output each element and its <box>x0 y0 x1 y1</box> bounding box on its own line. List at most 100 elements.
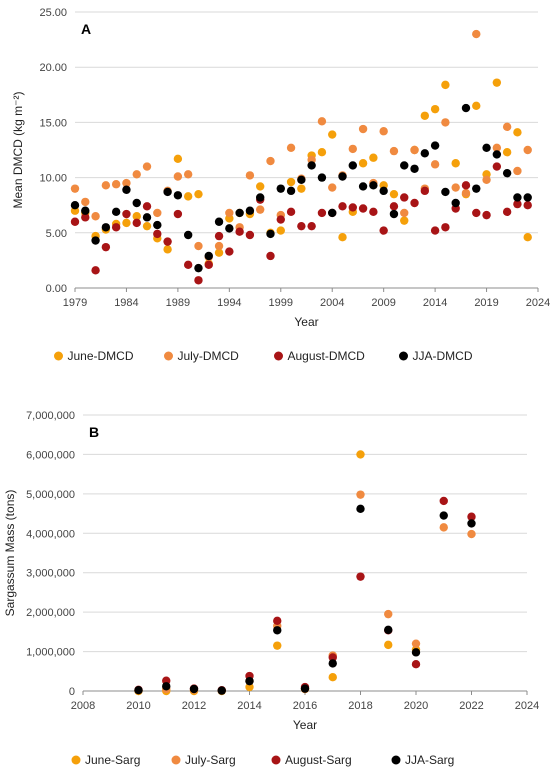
data-point <box>142 213 152 222</box>
data-point <box>461 188 471 198</box>
x-tick-label: 2022 <box>459 700 483 712</box>
data-point <box>328 208 337 218</box>
data-point <box>111 223 121 232</box>
data-point <box>384 625 393 635</box>
data-point <box>142 202 152 211</box>
y-tick-label: 6,000,000 <box>26 449 75 461</box>
data-point <box>384 640 393 650</box>
data-point <box>163 187 172 197</box>
data-point <box>183 260 193 270</box>
data-point <box>338 233 347 242</box>
data-point <box>194 276 203 285</box>
data-point <box>235 227 244 236</box>
x-axis-title: Year <box>294 315 318 329</box>
data-point <box>420 149 430 158</box>
data-point <box>173 154 183 164</box>
data-point <box>273 626 282 635</box>
legend-item: June-Sarg <box>71 753 140 767</box>
y-tick-label: 20.00 <box>39 62 67 74</box>
data-point <box>492 143 502 152</box>
data-point <box>472 101 481 111</box>
x-tick-label: 1989 <box>166 297 190 309</box>
legend-item: July-DMCD <box>164 349 239 363</box>
data-point <box>400 208 409 218</box>
data-point <box>153 229 162 239</box>
y-tick-label: 10.00 <box>39 173 67 185</box>
legend-label: June-Sarg <box>85 753 140 767</box>
data-point <box>328 673 337 682</box>
x-tick-label: 2024 <box>526 297 550 309</box>
x-tick-label: 2010 <box>126 700 150 712</box>
data-point <box>441 80 450 90</box>
data-point <box>225 224 234 233</box>
data-point <box>81 206 90 215</box>
data-point <box>461 181 471 190</box>
y-tick-label: 1,000,000 <box>26 647 75 659</box>
data-point <box>467 519 476 528</box>
series-jja-dmcd <box>70 103 532 273</box>
x-tick-label: 2024 <box>515 700 539 712</box>
data-point <box>189 684 199 694</box>
series-august-dmcd <box>70 162 532 285</box>
data-point <box>356 504 365 514</box>
data-point <box>358 204 368 213</box>
data-point <box>266 156 275 166</box>
data-point <box>513 193 522 202</box>
x-tick-label: 2012 <box>182 700 206 712</box>
data-point <box>467 512 476 521</box>
data-point <box>163 245 172 254</box>
legend-item: June-DMCD <box>54 349 134 363</box>
legend-marker <box>164 351 173 361</box>
legend-label: JJA-Sarg <box>405 753 454 767</box>
x-tick-label: 2009 <box>371 297 395 309</box>
y-tick-label: 25.00 <box>39 7 67 19</box>
data-point <box>297 221 306 231</box>
data-point <box>111 207 121 217</box>
data-point <box>410 198 419 208</box>
data-point <box>420 186 430 196</box>
data-point <box>389 146 399 156</box>
data-point <box>286 186 296 196</box>
data-point <box>122 185 131 194</box>
data-point <box>214 248 224 257</box>
legend-item: JJA-DMCD <box>399 349 473 363</box>
x-tick-label: 1984 <box>114 297 138 309</box>
data-point <box>245 682 254 692</box>
data-point <box>300 684 310 693</box>
data-point <box>338 202 347 211</box>
data-point <box>183 192 193 201</box>
data-point <box>400 216 409 225</box>
x-tick-label: 1994 <box>217 297 241 309</box>
data-point <box>317 208 327 218</box>
x-tick-label: 2014 <box>237 700 261 712</box>
data-point <box>348 203 357 212</box>
data-point <box>142 221 152 231</box>
data-point <box>439 523 448 532</box>
data-point <box>235 208 244 218</box>
data-point <box>266 229 275 239</box>
data-point <box>204 260 213 270</box>
data-point <box>276 226 285 235</box>
data-point <box>502 148 512 157</box>
data-point <box>122 178 131 188</box>
data-point <box>101 242 111 252</box>
data-point <box>111 180 121 189</box>
data-point <box>132 212 141 221</box>
data-point <box>173 172 183 181</box>
data-point <box>317 173 327 182</box>
data-point <box>430 104 440 114</box>
data-point <box>132 218 141 228</box>
x-tick-label: 2016 <box>293 700 317 712</box>
data-point <box>411 648 421 657</box>
data-point <box>389 189 399 199</box>
data-point <box>286 207 296 217</box>
data-point <box>286 177 296 187</box>
data-point <box>482 210 491 220</box>
data-point <box>379 127 388 136</box>
legend-label: June-DMCD <box>68 349 134 363</box>
legend-marker <box>71 755 81 765</box>
data-point <box>356 572 365 581</box>
data-point <box>356 490 365 499</box>
legend-item: August-Sarg <box>271 753 352 767</box>
y-tick-label: 15.00 <box>39 117 67 129</box>
